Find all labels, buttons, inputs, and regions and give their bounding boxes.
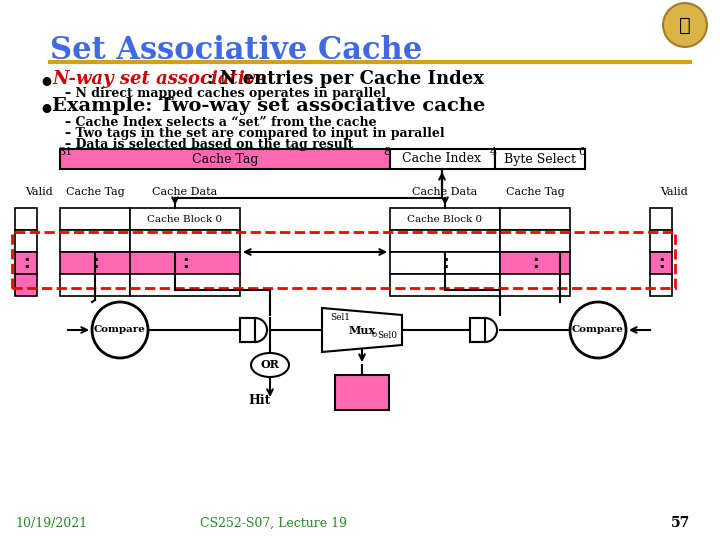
Bar: [12, 232, 675, 288]
Text: 0: 0: [578, 147, 585, 157]
Text: Hit: Hit: [248, 394, 271, 407]
Text: 0: 0: [372, 331, 377, 339]
Bar: [650, 230, 672, 252]
Bar: [650, 252, 672, 274]
Text: Valid: Valid: [660, 187, 688, 197]
Text: – Cache Index selects a “set” from the cache: – Cache Index selects a “set” from the c…: [65, 116, 377, 129]
Text: 31: 31: [58, 147, 72, 157]
Text: :: :: [91, 254, 99, 272]
Text: Compare: Compare: [94, 326, 146, 334]
Text: Valid: Valid: [25, 187, 53, 197]
Text: :: :: [441, 254, 449, 272]
FancyBboxPatch shape: [240, 318, 255, 342]
FancyBboxPatch shape: [495, 149, 585, 169]
Text: 🎓: 🎓: [679, 16, 691, 35]
Text: – N direct mapped caches operates in parallel: – N direct mapped caches operates in par…: [65, 87, 386, 100]
Bar: [390, 230, 500, 252]
Text: Set Associative Cache: Set Associative Cache: [50, 35, 423, 66]
Text: •: •: [38, 99, 54, 123]
Text: 8: 8: [383, 147, 390, 157]
Text: Compare: Compare: [572, 326, 624, 334]
Circle shape: [570, 302, 626, 358]
Text: Cache Data: Cache Data: [413, 187, 477, 197]
Ellipse shape: [251, 353, 289, 377]
Bar: [335, 375, 389, 410]
FancyBboxPatch shape: [390, 149, 495, 169]
Bar: [60, 230, 130, 252]
Bar: [130, 252, 240, 274]
Text: – Data is selected based on the tag result: – Data is selected based on the tag resu…: [65, 138, 354, 151]
Text: Cache Block 0: Cache Block 0: [408, 214, 482, 224]
Bar: [500, 252, 570, 274]
Bar: [390, 274, 500, 296]
Text: 10/19/2021: 10/19/2021: [15, 517, 87, 530]
Bar: [130, 274, 240, 296]
Circle shape: [92, 302, 148, 358]
Text: Cache Block 0: Cache Block 0: [148, 214, 222, 224]
Text: Cache Tag: Cache Tag: [505, 187, 564, 197]
Text: Byte Select: Byte Select: [504, 152, 576, 165]
Bar: [60, 208, 130, 230]
Bar: [15, 274, 37, 296]
Text: :: :: [181, 254, 189, 272]
Bar: [130, 208, 240, 230]
Text: N-way set associative: N-way set associative: [52, 70, 266, 88]
Text: :: :: [531, 254, 539, 272]
Bar: [60, 274, 130, 296]
Bar: [15, 208, 37, 230]
Text: Sel1: Sel1: [330, 314, 350, 322]
Bar: [650, 274, 672, 296]
Text: Cache Tag: Cache Tag: [192, 152, 258, 165]
Bar: [650, 208, 672, 230]
Text: – Two tags in the set are compared to input in parallel: – Two tags in the set are compared to in…: [65, 127, 445, 140]
Text: Cache Data: Cache Data: [153, 187, 217, 197]
Text: 57: 57: [671, 516, 690, 530]
Text: Sel0: Sel0: [377, 330, 397, 340]
Polygon shape: [322, 308, 402, 352]
Bar: [390, 252, 500, 274]
Text: OR: OR: [261, 360, 279, 370]
Text: :: :: [23, 254, 30, 272]
Bar: [130, 230, 240, 252]
Circle shape: [663, 3, 707, 47]
Text: Mux: Mux: [348, 325, 376, 335]
FancyBboxPatch shape: [60, 149, 390, 169]
Bar: [500, 274, 570, 296]
Bar: [500, 208, 570, 230]
Text: CS252-S07, Lecture 19: CS252-S07, Lecture 19: [200, 517, 347, 530]
Bar: [60, 252, 130, 274]
Text: : N entries per Cache Index: : N entries per Cache Index: [207, 70, 484, 88]
Bar: [390, 208, 500, 230]
Bar: [15, 252, 37, 274]
Text: Cache Index: Cache Index: [402, 152, 482, 165]
Text: :: :: [657, 254, 665, 272]
Text: Example: Two-way set associative cache: Example: Two-way set associative cache: [52, 97, 485, 115]
Bar: [15, 230, 37, 252]
Text: Cache Tag: Cache Tag: [66, 187, 125, 197]
Text: •: •: [38, 72, 54, 96]
FancyBboxPatch shape: [470, 318, 485, 342]
Bar: [500, 230, 570, 252]
Text: 4: 4: [490, 147, 497, 157]
